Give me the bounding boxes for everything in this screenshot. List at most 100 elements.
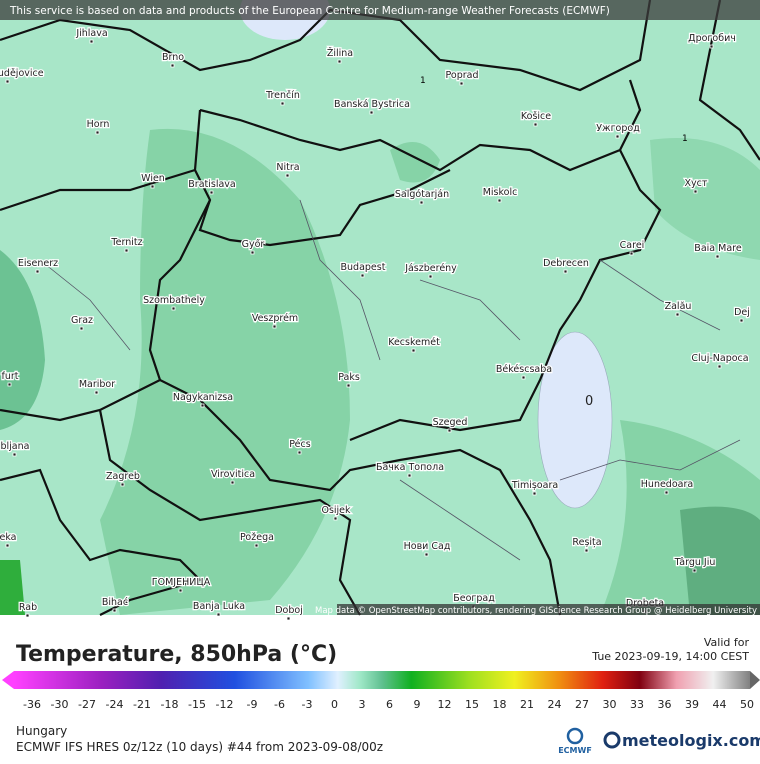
city-label: Salgótarján: [395, 189, 449, 200]
city-label: Бачка Топола: [376, 462, 444, 473]
city-label: Zalău: [665, 301, 692, 312]
scale-tick-label: 33: [630, 698, 644, 711]
city-dot: [533, 122, 538, 127]
color-scale: [14, 671, 750, 689]
region: Hungary: [16, 724, 67, 738]
city-dot: [89, 39, 94, 44]
city-dot: [170, 63, 175, 68]
scale-tick-label: 21: [520, 698, 534, 711]
city-dot: [563, 269, 568, 274]
city-dot: [200, 403, 205, 408]
city-dot: [285, 173, 290, 178]
city-label: Požega: [240, 532, 274, 543]
city-label: Нови Сад: [404, 541, 451, 552]
city-dot: [95, 130, 100, 135]
city-dot: [584, 548, 589, 553]
city-label: Győr: [242, 239, 265, 250]
scale-arrow: [750, 671, 760, 689]
scale-tick-label: 36: [658, 698, 672, 711]
map: [0, 0, 760, 616]
city-dot: [124, 248, 129, 253]
notice-bar: [0, 0, 760, 20]
city-label: Pécs: [289, 439, 310, 450]
city-dot: [424, 552, 429, 557]
city-label: Veszprém: [252, 313, 298, 324]
city-label: eka: [0, 532, 17, 543]
city-label: Paks: [338, 372, 360, 383]
city-dot: [12, 452, 17, 457]
city-label: Carei: [620, 240, 645, 251]
city-label: Nagykanizsa: [173, 392, 233, 403]
brand-icon: [603, 731, 621, 749]
scale-tick-label: 12: [438, 698, 452, 711]
city-dot: [428, 274, 433, 279]
city-dot: [254, 543, 259, 548]
city-label: Horn: [87, 119, 110, 130]
city-dot: [25, 613, 30, 618]
city-dot: [150, 184, 155, 189]
scale-tick-label: 0: [331, 698, 338, 711]
city-label: Poprad: [446, 70, 479, 81]
scale-arrow: [2, 671, 14, 689]
city-label: Baia Mare: [694, 243, 742, 254]
city-dot: [297, 450, 302, 455]
scale-tick-label: -27: [78, 698, 96, 711]
city-label: Doboj: [275, 605, 303, 616]
scale-tick-label: -18: [161, 698, 179, 711]
city-label: Jihlava: [75, 28, 107, 39]
city-dot: [739, 318, 744, 323]
ecmwf-logo: ECMWF: [558, 746, 592, 755]
city-label: Miskolc: [483, 187, 518, 198]
scale-tick-label: -6: [274, 698, 285, 711]
city-label: Дрогобич: [688, 33, 736, 44]
city-label: Graz: [71, 315, 93, 326]
scale-tick-label: 9: [414, 698, 421, 711]
scale-tick-label: 27: [575, 698, 589, 711]
city-label: Banja Luka: [193, 601, 245, 612]
city-label: Reșița: [572, 537, 601, 548]
scale-tick-label: -30: [51, 698, 69, 711]
city-dot: [280, 101, 285, 106]
city-label: ГОМЈЕНИЦА: [152, 577, 211, 588]
scale-tick-label: -24: [106, 698, 124, 711]
city-label: Kecskemét: [388, 337, 440, 348]
city-label: Bratislava: [188, 179, 235, 190]
city-dot: [112, 608, 117, 613]
city-dot: [209, 190, 214, 195]
city-dot: [286, 616, 291, 621]
city-dot: [333, 516, 338, 521]
city-dot: [5, 543, 10, 548]
scale-tick-label: 44: [713, 698, 727, 711]
attribution-bar: [337, 604, 760, 615]
city-dot: [337, 59, 342, 64]
city-dot: [346, 383, 351, 388]
scale-tick-label: 39: [685, 698, 699, 711]
city-label: Eisenerz: [18, 258, 58, 269]
city-label: Wien: [141, 173, 165, 184]
model-info: ECMWF IFS HRES 0z/12z (10 days) #44 from…: [16, 740, 383, 754]
scale-ticks: -36 -30 -27 -24 -21 -18 -15 -12 -9 -6 -3 0 3 6 9 12 15 18…: [23, 698, 754, 711]
city-dot: [709, 44, 714, 49]
isotherm-label: 1: [682, 134, 688, 144]
city-label: Trenčín: [265, 90, 300, 101]
city-dot: [407, 473, 412, 478]
city-label: Maribor: [79, 379, 115, 390]
scale-tick-label: -9: [247, 698, 258, 711]
city-label: bljana: [1, 441, 30, 452]
city-label: Rab: [19, 602, 37, 613]
brand: meteologix.com: [622, 731, 760, 750]
city-label: Timișoara: [511, 480, 558, 491]
city-dot: [5, 79, 10, 84]
city-dot: [675, 312, 680, 317]
ecmwf-icon: [566, 727, 584, 745]
city-label: Košice: [521, 111, 551, 122]
city-dot: [521, 375, 526, 380]
city-label: Ternitz: [110, 237, 142, 248]
scale-tick-label: 3: [359, 698, 366, 711]
city-dot: [419, 200, 424, 205]
city-dot: [447, 428, 452, 433]
scale-tick-label: -36: [23, 698, 41, 711]
city-label: Dej: [734, 307, 750, 318]
city-dot: [230, 480, 235, 485]
